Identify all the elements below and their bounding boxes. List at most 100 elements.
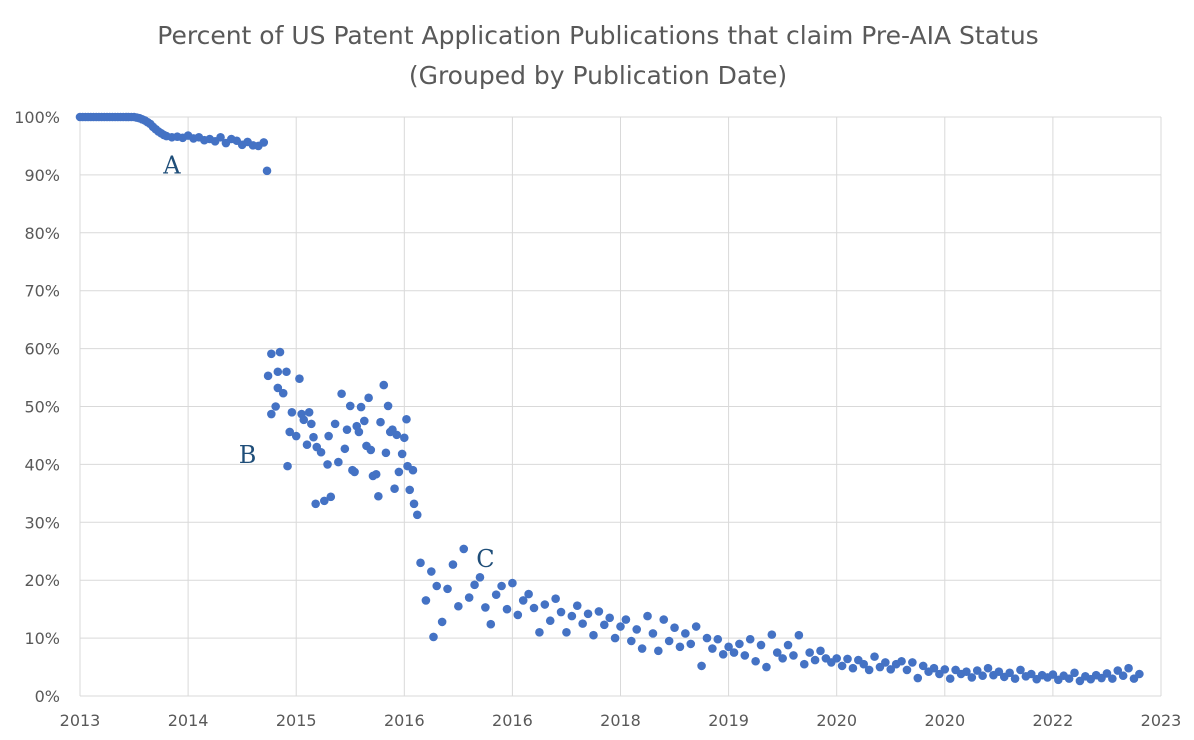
data-point — [400, 433, 409, 443]
data-point — [437, 617, 447, 627]
data-point — [470, 580, 479, 590]
data-point — [1124, 663, 1133, 673]
data-point — [1005, 668, 1014, 678]
data-point — [545, 616, 555, 626]
data-point — [1016, 665, 1025, 675]
data-point — [535, 628, 544, 637]
data-point — [724, 642, 733, 652]
data-point — [481, 603, 490, 612]
data-point — [356, 402, 366, 412]
x-tick-label: 2016 — [492, 711, 533, 730]
data-point — [1108, 674, 1117, 683]
data-point — [412, 510, 422, 520]
data-point — [1048, 670, 1058, 679]
data-point — [778, 654, 787, 663]
data-point — [273, 383, 283, 393]
data-point — [983, 663, 993, 673]
data-point — [299, 415, 309, 425]
data-point — [675, 642, 685, 652]
data-point — [392, 430, 402, 440]
y-axis: 0% 10% 20% 30% 40% 50% 60% 70% 80% 90% 100% — [14, 108, 60, 706]
data-point — [864, 665, 874, 675]
data-point — [562, 628, 571, 637]
y-tick-label: 80% — [24, 224, 60, 243]
chart-title-line-1: Percent of US Patent Application Publica… — [157, 21, 1038, 50]
data-point — [429, 632, 438, 642]
data-point — [311, 499, 320, 509]
data-point — [637, 644, 647, 653]
data-point — [475, 573, 485, 582]
data-point — [307, 419, 316, 429]
y-tick-label: 90% — [24, 166, 60, 185]
data-point — [708, 644, 717, 653]
data-point — [1026, 669, 1036, 679]
data-point — [1010, 674, 1020, 683]
data-point — [383, 401, 393, 411]
data-point — [285, 427, 295, 437]
y-tick-label: 50% — [24, 398, 60, 417]
data-point — [427, 567, 436, 576]
data-series — [75, 112, 1144, 686]
data-point — [713, 634, 723, 644]
data-point — [267, 409, 276, 419]
data-point — [524, 589, 533, 599]
data-point — [767, 630, 777, 639]
x-tick-label: 2018 — [600, 711, 641, 730]
y-tick-label: 20% — [24, 571, 60, 590]
data-point — [627, 636, 636, 646]
data-point — [302, 440, 312, 450]
data-point — [275, 347, 285, 357]
data-point — [772, 648, 782, 657]
x-tick-label: 2023 — [1141, 711, 1182, 730]
data-point — [316, 447, 326, 457]
data-point — [381, 448, 391, 458]
data-point — [697, 661, 706, 671]
data-point — [486, 619, 496, 629]
x-axis: 2013 2014 2015 2016 2016 2018 2019 2020 2020 2022… — [60, 711, 1182, 730]
data-point — [405, 485, 415, 495]
data-point — [421, 596, 431, 605]
data-point — [390, 484, 399, 494]
data-point — [287, 407, 297, 417]
annotation-label: A — [162, 151, 181, 179]
data-point — [859, 659, 869, 669]
data-point — [508, 578, 517, 588]
data-point — [751, 656, 760, 666]
data-point — [654, 646, 663, 656]
data-point — [263, 371, 273, 381]
data-point — [810, 655, 820, 665]
y-tick-label: 70% — [24, 282, 60, 301]
data-point — [610, 633, 620, 643]
data-point — [350, 467, 359, 477]
annotation-label: B — [239, 441, 257, 469]
data-point — [848, 663, 858, 673]
y-tick-label: 40% — [24, 455, 60, 474]
annotations: A B C — [162, 151, 494, 573]
data-point — [735, 639, 744, 649]
data-point — [691, 622, 701, 631]
data-point — [740, 651, 750, 660]
data-point — [789, 651, 798, 660]
data-point — [262, 166, 272, 176]
data-point — [1113, 666, 1123, 675]
data-point — [518, 596, 528, 605]
x-tick-label: 2020 — [924, 711, 965, 730]
x-tick-label: 2016 — [384, 711, 425, 730]
data-point — [282, 367, 291, 377]
data-point — [599, 620, 609, 630]
data-point — [745, 634, 755, 644]
data-point — [432, 581, 442, 591]
x-tick-label: 2014 — [168, 711, 209, 730]
data-point — [567, 611, 577, 621]
x-tick-label: 2022 — [1033, 711, 1074, 730]
data-point — [267, 349, 276, 359]
data-point — [621, 615, 631, 624]
data-point — [805, 648, 814, 657]
data-point — [376, 417, 385, 427]
data-point — [718, 650, 728, 659]
data-point — [556, 607, 566, 617]
y-tick-label: 0% — [35, 687, 60, 706]
data-point — [374, 491, 383, 501]
data-point — [278, 388, 288, 398]
